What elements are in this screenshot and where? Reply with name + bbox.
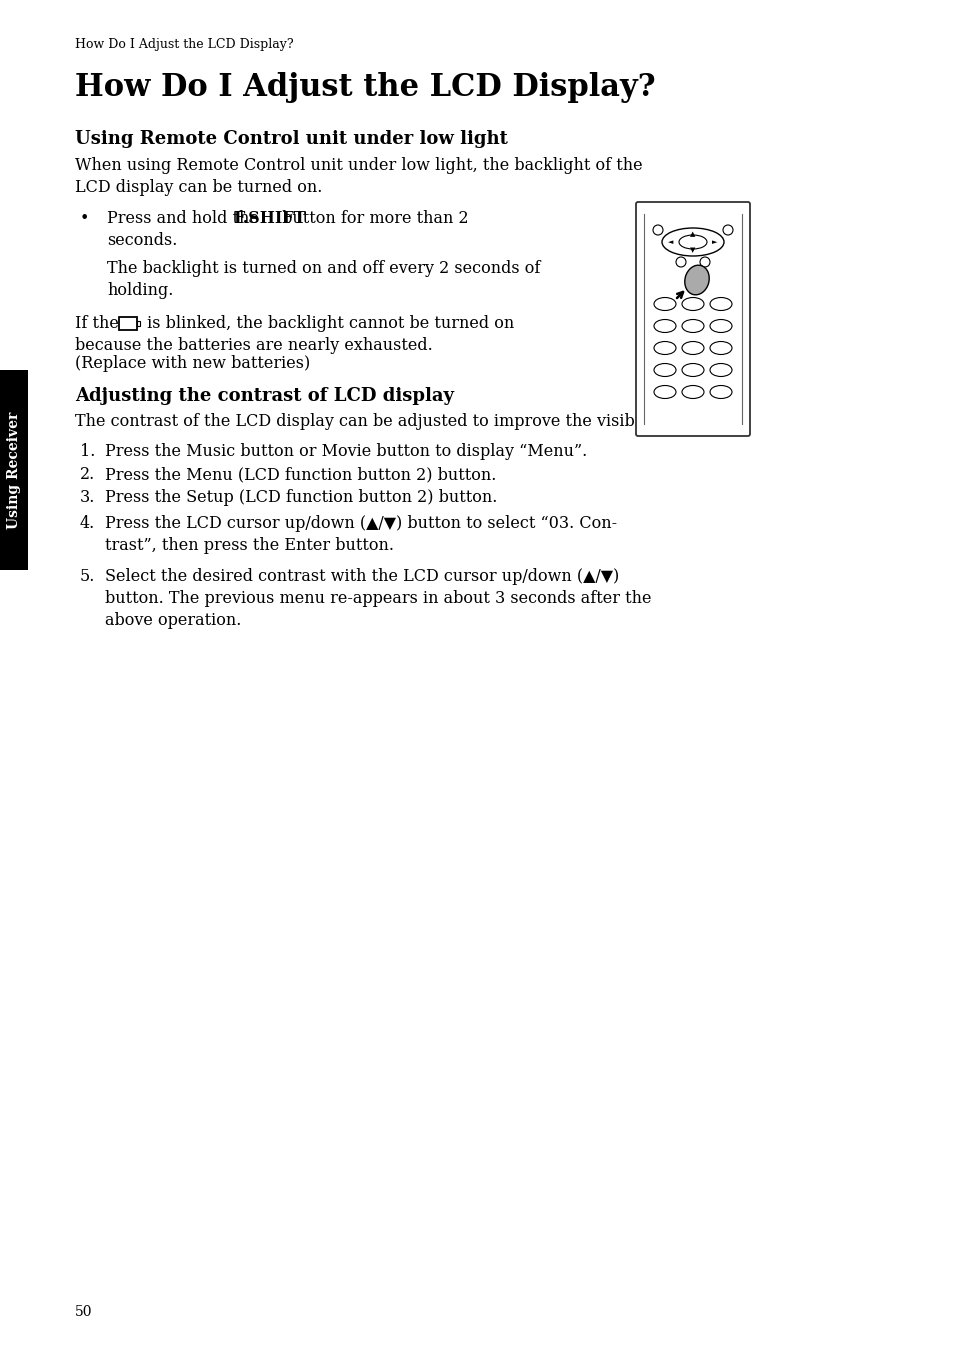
Text: How Do I Adjust the LCD Display?: How Do I Adjust the LCD Display? — [75, 73, 655, 104]
Text: F.SHIFT: F.SHIFT — [233, 210, 305, 227]
Ellipse shape — [709, 297, 731, 311]
Text: If the: If the — [75, 315, 119, 332]
Circle shape — [700, 257, 709, 268]
Text: Using Receiver: Using Receiver — [7, 412, 21, 529]
Circle shape — [676, 257, 685, 268]
Text: Press the Music button or Movie button to display “Menu”.: Press the Music button or Movie button t… — [105, 443, 587, 460]
Text: Adjusting the contrast of LCD display: Adjusting the contrast of LCD display — [75, 387, 454, 405]
Text: 4.: 4. — [80, 515, 95, 533]
Ellipse shape — [681, 386, 703, 398]
Ellipse shape — [681, 342, 703, 355]
Text: above operation.: above operation. — [105, 612, 241, 629]
Bar — [137, 321, 140, 325]
Text: because the batteries are nearly exhausted.: because the batteries are nearly exhaust… — [75, 338, 433, 354]
Bar — [0, 370, 28, 570]
Text: ▼: ▼ — [690, 247, 695, 253]
Circle shape — [722, 225, 732, 235]
Text: Press the Setup (LCD function button 2) button.: Press the Setup (LCD function button 2) … — [105, 490, 497, 506]
Ellipse shape — [709, 320, 731, 332]
Text: Using Remote Control unit under low light: Using Remote Control unit under low ligh… — [75, 130, 507, 148]
Text: is blinked, the backlight cannot be turned on: is blinked, the backlight cannot be turn… — [142, 315, 514, 332]
Text: When using Remote Control unit under low light, the backlight of the: When using Remote Control unit under low… — [75, 157, 642, 174]
Ellipse shape — [709, 342, 731, 355]
FancyBboxPatch shape — [636, 202, 749, 436]
Text: •: • — [80, 210, 90, 227]
Ellipse shape — [661, 229, 723, 256]
Bar — [119, 317, 137, 330]
Ellipse shape — [681, 297, 703, 311]
Text: button. The previous menu re-appears in about 3 seconds after the: button. The previous menu re-appears in … — [105, 590, 651, 607]
Text: Press the LCD cursor up/down (▲/▼) button to select “03. Con-: Press the LCD cursor up/down (▲/▼) butto… — [105, 515, 617, 533]
Text: 50: 50 — [75, 1305, 92, 1319]
Text: LCD display can be turned on.: LCD display can be turned on. — [75, 179, 322, 196]
Ellipse shape — [709, 386, 731, 398]
Text: ▲: ▲ — [690, 231, 695, 237]
Text: button for more than 2: button for more than 2 — [276, 210, 468, 227]
Text: ►: ► — [712, 239, 717, 245]
Text: The backlight is turned on and off every 2 seconds of: The backlight is turned on and off every… — [107, 260, 539, 277]
Ellipse shape — [684, 265, 708, 295]
Text: 2.: 2. — [80, 465, 95, 483]
Text: Press the Menu (LCD function button 2) button.: Press the Menu (LCD function button 2) b… — [105, 465, 496, 483]
Text: 3.: 3. — [80, 490, 95, 506]
Text: ◄: ◄ — [668, 239, 673, 245]
Ellipse shape — [654, 320, 676, 332]
Text: 1.: 1. — [80, 443, 95, 460]
Ellipse shape — [679, 235, 706, 249]
Text: seconds.: seconds. — [107, 231, 177, 249]
Ellipse shape — [654, 342, 676, 355]
Text: trast”, then press the Enter button.: trast”, then press the Enter button. — [105, 537, 394, 554]
Ellipse shape — [681, 320, 703, 332]
Text: Select the desired contrast with the LCD cursor up/down (▲/▼): Select the desired contrast with the LCD… — [105, 568, 618, 585]
Text: Press and hold the: Press and hold the — [107, 210, 264, 227]
Text: The contrast of the LCD display can be adjusted to improve the visibility.: The contrast of the LCD display can be a… — [75, 413, 668, 430]
Ellipse shape — [681, 363, 703, 377]
Text: 5.: 5. — [80, 568, 95, 585]
Text: (Replace with new batteries): (Replace with new batteries) — [75, 355, 310, 373]
Text: How Do I Adjust the LCD Display?: How Do I Adjust the LCD Display? — [75, 38, 294, 51]
Ellipse shape — [654, 297, 676, 311]
Ellipse shape — [709, 363, 731, 377]
Circle shape — [652, 225, 662, 235]
Ellipse shape — [654, 363, 676, 377]
Text: holding.: holding. — [107, 282, 173, 299]
Ellipse shape — [654, 386, 676, 398]
